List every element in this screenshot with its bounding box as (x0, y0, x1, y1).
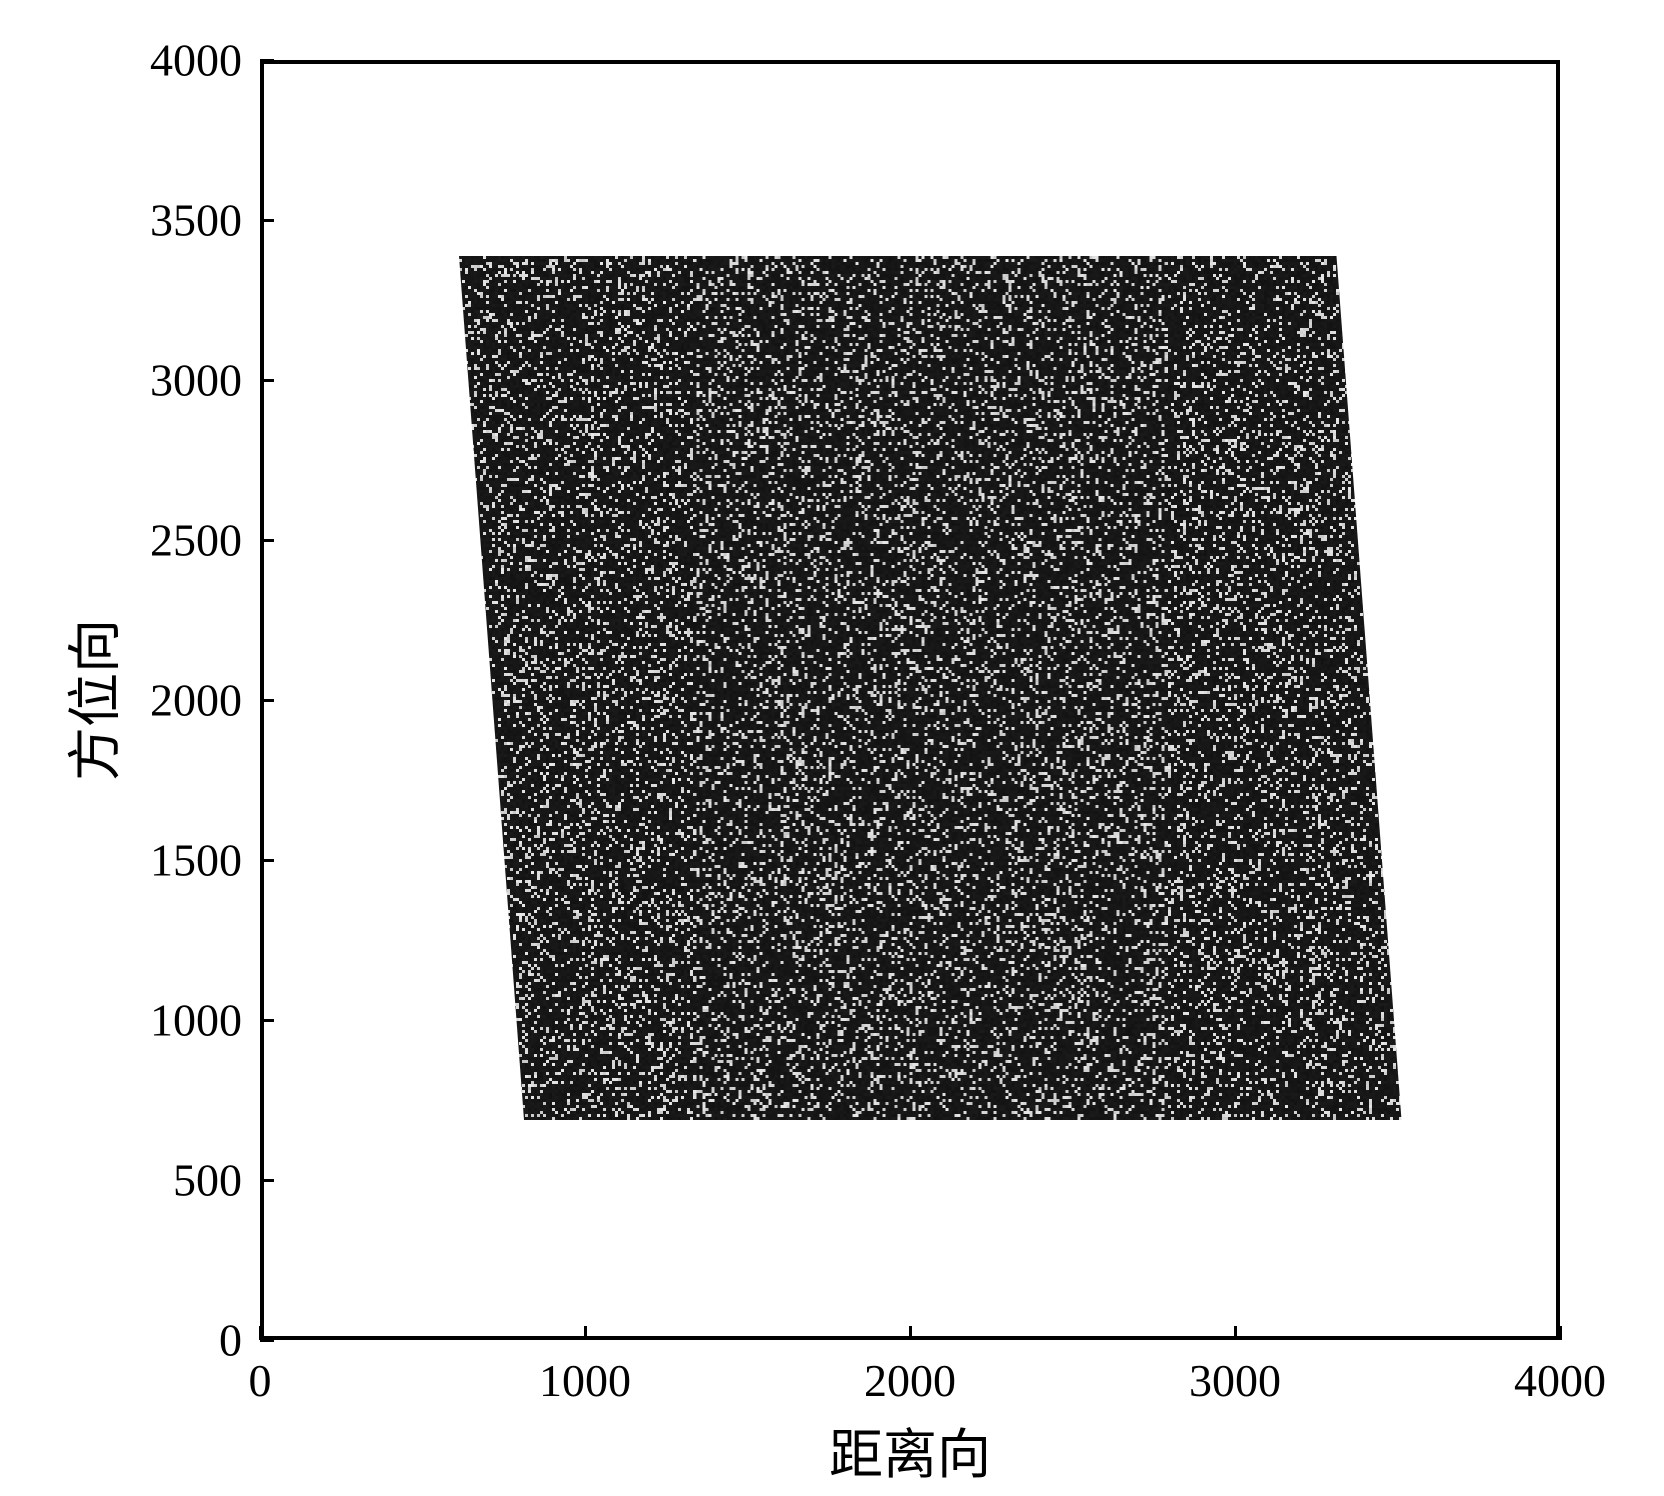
y-tick-label: 3000 (150, 354, 242, 407)
x-tick-mark (1234, 1326, 1237, 1340)
x-tick-label: 4000 (1514, 1354, 1606, 1407)
figure: 0 500 1000 1500 2000 2500 3000 3500 4000 0 1000 20… (0, 0, 1664, 1496)
plot-axes-box (260, 60, 1560, 1340)
y-axis-label: 方位向 (51, 619, 130, 781)
x-tick-mark (1559, 1326, 1562, 1340)
sar-data-parallelogram (459, 256, 1402, 1120)
y-tick-mark (260, 379, 274, 382)
x-tick-mark (584, 1326, 587, 1340)
y-tick-label: 2500 (150, 514, 242, 567)
y-tick-label: 4000 (150, 34, 242, 87)
x-tick-mark (909, 1326, 912, 1340)
y-tick-label: 0 (219, 1314, 242, 1367)
y-tick-mark (260, 1179, 274, 1182)
y-tick-mark (260, 219, 274, 222)
y-tick-mark (260, 699, 274, 702)
sar-noise-texture (459, 256, 1402, 1120)
x-tick-label: 1000 (539, 1354, 631, 1407)
y-tick-label: 2000 (150, 674, 242, 727)
y-tick-label: 3500 (150, 194, 242, 247)
y-tick-label: 1000 (150, 994, 242, 1047)
x-tick-label: 0 (249, 1354, 272, 1407)
y-tick-mark (260, 539, 274, 542)
y-tick-mark (260, 1019, 274, 1022)
y-tick-mark (260, 59, 274, 62)
y-tick-mark (260, 859, 274, 862)
y-tick-mark (260, 1339, 274, 1342)
y-tick-label: 500 (173, 1154, 242, 1207)
x-tick-mark (259, 1326, 262, 1340)
y-tick-label: 1500 (150, 834, 242, 887)
x-axis-label: 距离向 (829, 1410, 991, 1489)
x-tick-label: 2000 (864, 1354, 956, 1407)
x-tick-label: 3000 (1189, 1354, 1281, 1407)
